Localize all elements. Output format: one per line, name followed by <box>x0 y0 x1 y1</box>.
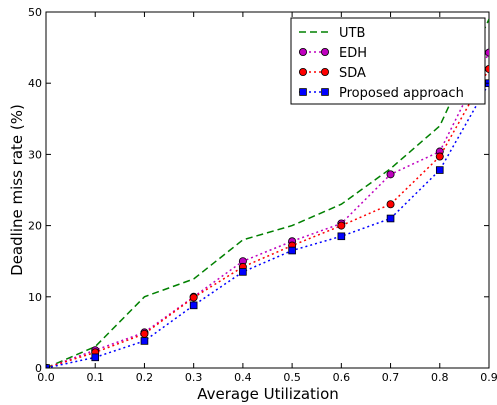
legend-marker <box>320 48 329 57</box>
legend-marker <box>321 88 329 96</box>
legend-label: EDH <box>339 46 367 61</box>
data-point <box>189 301 198 310</box>
data-point <box>386 214 395 223</box>
x-tick-label: 0.7 <box>382 371 400 384</box>
data-point <box>337 232 346 241</box>
plot-frame <box>45 11 490 369</box>
y-axis-ticks: 0 10 20 30 40 50 <box>28 6 489 375</box>
series-line <box>46 82 489 368</box>
x-tick-label: 0.2 <box>136 371 154 384</box>
x-tick-label: 0.3 <box>185 371 203 384</box>
series-line <box>46 68 489 368</box>
x-tick-label: 0.6 <box>333 371 351 384</box>
series-proposed-approach <box>46 79 489 368</box>
data-point <box>485 48 489 57</box>
data-point <box>386 170 395 179</box>
data-point <box>91 353 100 362</box>
y-tick-label: 10 <box>28 291 42 304</box>
data-point <box>189 293 198 302</box>
x-tick-label: 0.0 <box>37 371 55 384</box>
y-tick-label: 20 <box>28 220 42 233</box>
y-tick-label: 30 <box>28 148 42 161</box>
plot-area <box>45 11 490 369</box>
x-tick-label: 0.8 <box>431 371 449 384</box>
series-utb <box>46 18 489 368</box>
legend-marker <box>298 68 307 77</box>
legend-label: Proposed approach <box>339 86 464 101</box>
x-axis-label: Average Utilization <box>197 385 339 403</box>
data-point <box>435 152 444 161</box>
data-point <box>140 329 149 338</box>
data-point <box>386 200 395 209</box>
legend-label: SDA <box>339 66 366 81</box>
legend-label: UTB <box>339 26 365 41</box>
y-axis-label: Deadline miss rate (%) <box>8 104 26 276</box>
data-point <box>485 64 489 73</box>
data-point <box>46 364 50 368</box>
x-tick-label: 0.4 <box>234 371 252 384</box>
x-tick-label: 0.5 <box>283 371 301 384</box>
x-tick-label: 0.1 <box>86 371 104 384</box>
data-point <box>435 166 444 174</box>
legend-marker <box>320 68 329 77</box>
data-point <box>239 268 247 276</box>
legend-marker <box>299 88 307 96</box>
legend: UTB EDH SDA Proposed approach <box>290 17 486 105</box>
series-sda <box>46 64 489 368</box>
x-axis-ticks: 0.0 0.1 0.2 0.3 0.4 0.5 0.6 0.7 0.8 0.9 <box>37 12 497 384</box>
data-point <box>288 246 296 255</box>
y-tick-label: 50 <box>28 6 42 19</box>
data-point <box>337 221 346 230</box>
series-line <box>46 18 489 368</box>
data-point <box>140 337 149 345</box>
y-tick-label: 0 <box>35 362 42 375</box>
legend-marker <box>298 48 307 57</box>
x-tick-label: 0.9 <box>480 371 497 384</box>
y-tick-label: 40 <box>28 77 42 90</box>
